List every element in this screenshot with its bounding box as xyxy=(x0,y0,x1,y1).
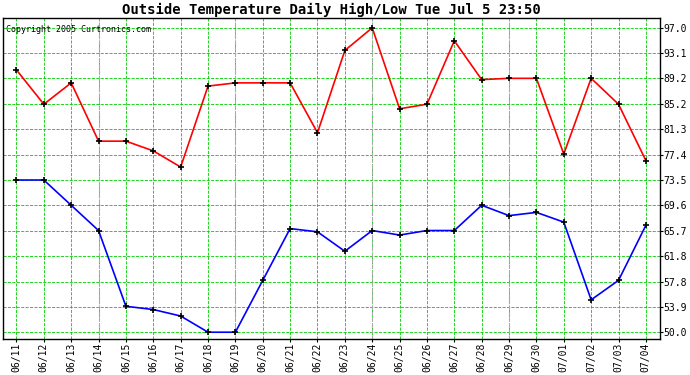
Text: Copyright 2005 Curtronics.com: Copyright 2005 Curtronics.com xyxy=(6,24,151,33)
Title: Outside Temperature Daily High/Low Tue Jul 5 23:50: Outside Temperature Daily High/Low Tue J… xyxy=(122,3,540,17)
